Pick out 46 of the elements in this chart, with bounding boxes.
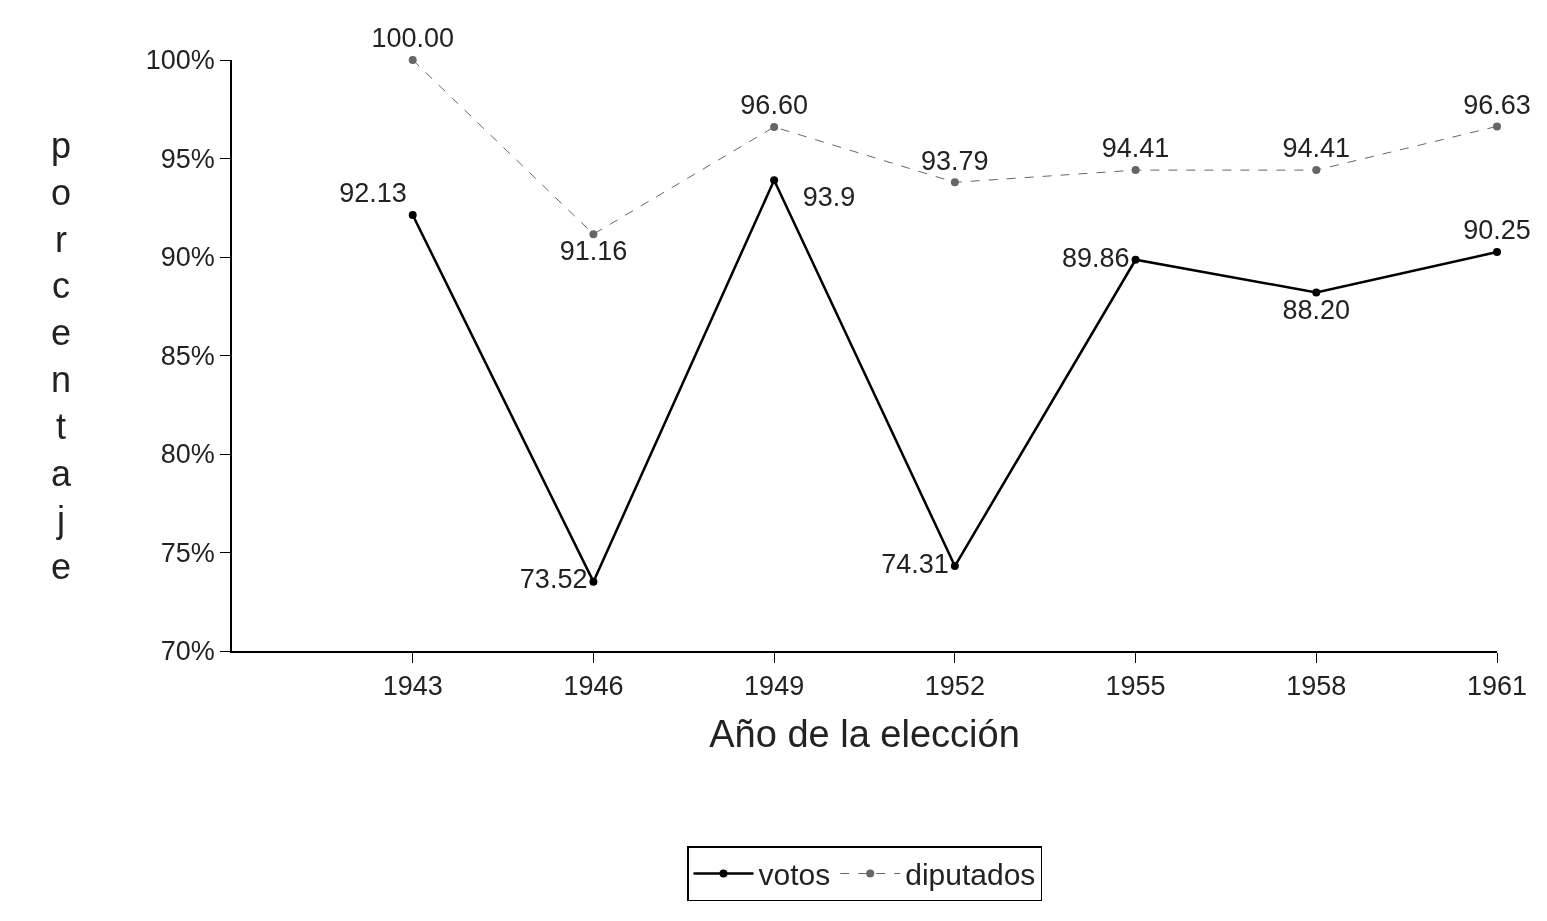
point [1131,255,1140,264]
data-label: 93.79 [921,145,989,176]
point [589,230,598,239]
data-label: 94.41 [1282,133,1351,164]
data-label: 94.41 [1101,133,1170,164]
data-label: 92.13 [339,178,407,209]
point [950,562,959,571]
data-label: 96.60 [740,90,808,121]
x-tick-label: 1955 [1105,671,1166,702]
data-label: 88.20 [1282,294,1351,325]
point [1131,166,1140,175]
legend-label: votos [758,858,831,892]
text: porcentaje [51,125,72,588]
data-label: 73.52 [519,564,588,595]
y-tick-label: 70% [160,636,215,667]
y-tick-label: 100% [145,45,215,76]
point [1493,248,1501,257]
point [1312,166,1321,175]
point [589,577,598,586]
x-tick-label: 1949 [744,671,805,702]
point [770,176,779,185]
data-label: 89.86 [1061,242,1130,273]
data-label: 93.9 [780,182,856,213]
x-tick-label: 1952 [924,671,985,702]
y-tick-label: 80% [160,439,215,470]
data-label: 100.00 [371,23,455,54]
data-label: 90.25 [1463,215,1531,246]
data-label: 96.63 [1463,89,1531,120]
y-tick-label: 85% [160,340,215,371]
point [950,178,959,187]
y-tick-label: 90% [160,242,215,273]
point [770,122,779,131]
x-tick-label: 1958 [1286,671,1347,702]
point [408,56,417,64]
data-label: 91.16 [559,236,628,267]
x-axis-title: Año de la elección [709,712,1020,755]
legend-label: diputados [905,858,1036,892]
x-tick-label: 1961 [1466,671,1528,702]
point [408,211,417,220]
point [1312,288,1321,297]
x-tick-label: 1943 [382,671,443,702]
y-tick-label: 75% [160,537,215,568]
point [1493,122,1501,131]
y-tick-label: 95% [160,143,215,174]
data-label: 74.31 [881,548,949,579]
x-tick-label: 1946 [563,671,624,702]
